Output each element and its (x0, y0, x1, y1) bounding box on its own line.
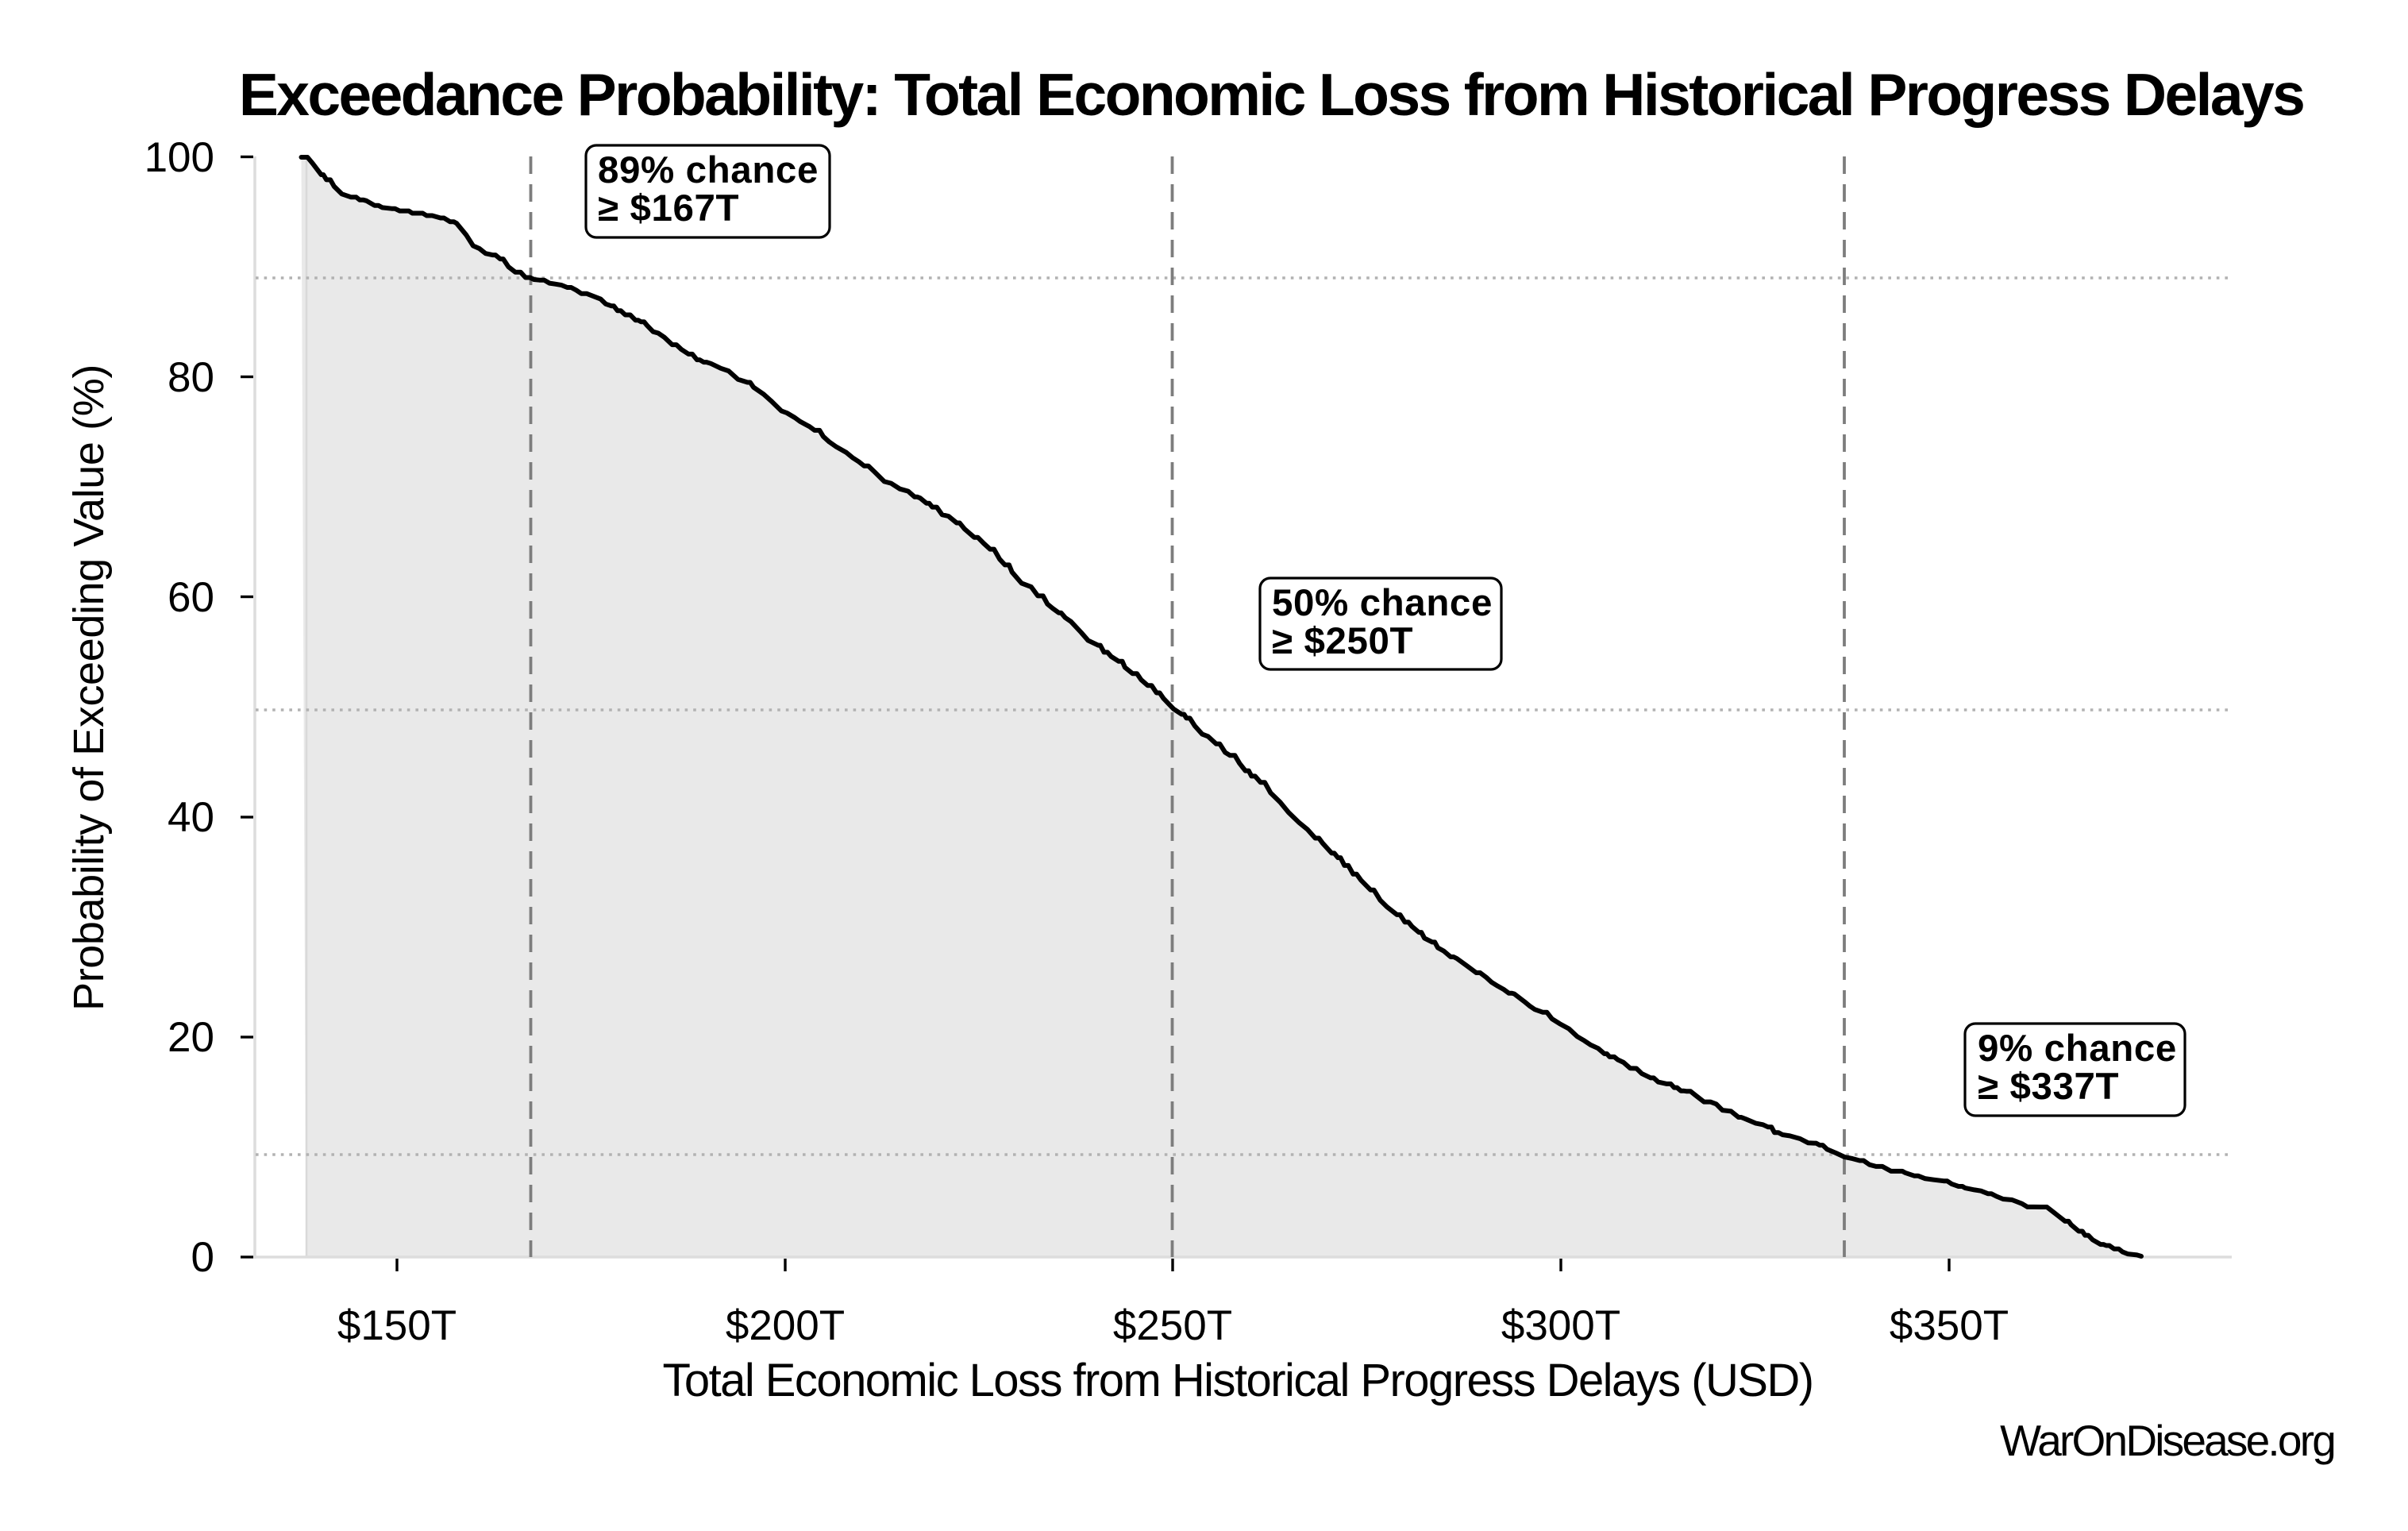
svg-text:50% chance: 50% chance (1272, 582, 1493, 624)
svg-text:WarOnDisease.org: WarOnDisease.org (2000, 1416, 2334, 1465)
svg-text:80: 80 (168, 354, 214, 401)
svg-text:≥ $250T: ≥ $250T (1272, 620, 1413, 662)
svg-text:9% chance: 9% chance (1978, 1028, 2177, 1070)
svg-text:≥ $167T: ≥ $167T (598, 187, 739, 229)
svg-text:$300T: $300T (1501, 1302, 1620, 1349)
svg-text:Probability of Exceeding Value: Probability of Exceeding Value (%) (65, 364, 113, 1011)
svg-text:Exceedance Probability: Total: Exceedance Probability: Total Economic L… (239, 61, 2303, 128)
svg-text:$250T: $250T (1113, 1302, 1232, 1349)
svg-text:100: 100 (144, 134, 214, 181)
svg-text:$350T: $350T (1890, 1302, 2009, 1349)
svg-text:20: 20 (168, 1014, 214, 1061)
svg-text:0: 0 (191, 1234, 214, 1281)
svg-text:40: 40 (168, 794, 214, 841)
svg-text:$200T: $200T (726, 1302, 845, 1349)
svg-text:89% chance: 89% chance (598, 149, 819, 191)
svg-text:≥ $337T: ≥ $337T (1978, 1066, 2119, 1108)
svg-text:$150T: $150T (337, 1302, 457, 1349)
svg-text:60: 60 (168, 574, 214, 621)
svg-text:Total Economic Loss from Histo: Total Economic Loss from Historical Prog… (662, 1355, 1813, 1406)
